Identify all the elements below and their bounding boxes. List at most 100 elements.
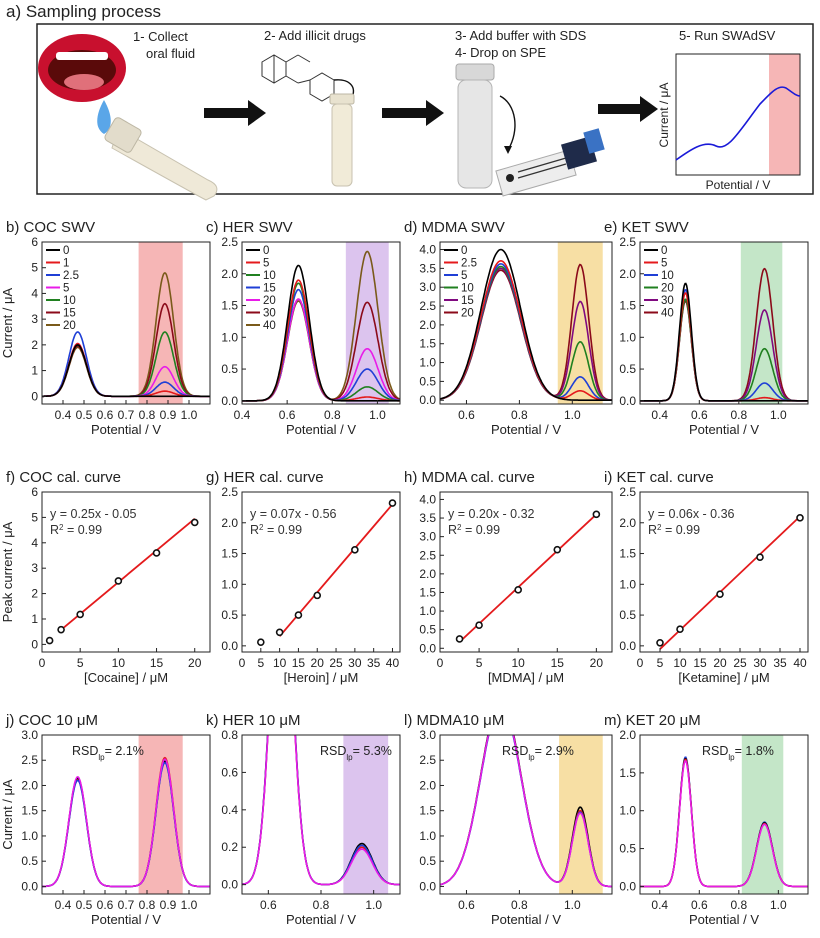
- x-tick-label: 0.8: [511, 408, 528, 422]
- r-squared-part: 2: [457, 523, 462, 532]
- sampling-frame: [36, 23, 814, 195]
- plot-area: [656, 514, 804, 650]
- r-squared-part: 2: [657, 523, 662, 532]
- y-tick-label: 2.0: [221, 267, 238, 281]
- x-tick-label: 0: [239, 656, 246, 670]
- y-axis-label: Peak current / μA: [0, 521, 15, 622]
- x-tick-label: 0.6: [458, 898, 475, 912]
- x-tick-label: 0.4: [234, 408, 251, 422]
- y-tick-label: 4.0: [419, 243, 436, 257]
- data-point: [676, 625, 684, 634]
- inset-axes: [675, 53, 801, 176]
- y-tick-label: 0.8: [221, 728, 238, 742]
- chart-title: d) MDMA SWV: [404, 219, 505, 236]
- inset-xlabel: Potential / V: [706, 178, 771, 192]
- chart-title: j) COC 10 μM: [5, 712, 98, 729]
- y-tick-label: 1: [31, 364, 38, 378]
- chart-k: k) HER 10 μM0.6 0.8 1.00.00.20.40.60.8Pote…: [206, 712, 401, 927]
- r-squared-part: R: [50, 523, 59, 537]
- chart-title: l) MDMA10 μM: [404, 712, 504, 729]
- x-tick-label: 15: [551, 656, 565, 670]
- x-tick-label: 20: [590, 656, 604, 670]
- highlight-band: [343, 735, 389, 894]
- x-tick-label: 0.9: [160, 898, 177, 912]
- y-tick-label: 3.0: [419, 530, 436, 544]
- y-tick-label: 2.5: [619, 235, 636, 249]
- fit-equation: y = 0.07x - 0.56: [250, 507, 337, 521]
- rsd-part: = 5.3%: [353, 744, 392, 758]
- replicate-line-1: [42, 756, 210, 888]
- swadsv-inset-plot: Current / μA Potential / V: [657, 53, 801, 192]
- data-point: [656, 638, 664, 647]
- fit-equation: y = 0.06x - 0.36: [648, 507, 735, 521]
- collection-tube: [104, 117, 218, 201]
- series-line-0: [242, 264, 400, 402]
- x-tick-label: 30: [348, 656, 362, 670]
- legend-label-2.5: 2.5: [461, 258, 477, 270]
- y-tick-label: 2.0: [619, 728, 636, 742]
- sampling-title: a) Sampling process: [6, 2, 161, 21]
- x-tick-label: 10: [512, 656, 526, 670]
- y-tick-label: 2.0: [21, 778, 38, 792]
- y-tick-label: 0.0: [21, 879, 38, 893]
- data-point: [716, 590, 724, 598]
- y-tick-label: 0.0: [419, 879, 436, 893]
- y-tick-label: 1.5: [221, 299, 238, 313]
- y-tick-label: 2: [31, 587, 38, 601]
- y-tick-label: 0.0: [221, 639, 238, 653]
- plot-area: [242, 250, 400, 402]
- fit-line: [458, 513, 597, 643]
- y-tick-label: 1.5: [619, 547, 636, 561]
- legend-label-15: 15: [263, 283, 276, 295]
- highlight-band: [138, 735, 183, 894]
- x-tick-label: 40: [793, 656, 807, 670]
- x-tick-label: 0: [637, 656, 644, 670]
- legend-label-30: 30: [263, 308, 276, 320]
- x-tick-label: 0: [437, 656, 444, 670]
- x-axis-label: [Heroin] / μM: [284, 670, 359, 685]
- inset-band: [769, 54, 800, 175]
- data-point: [553, 545, 562, 554]
- series-line-2.5: [440, 259, 612, 401]
- data-point: [57, 625, 65, 634]
- data-point: [514, 586, 522, 594]
- data-point: [756, 553, 764, 562]
- y-tick-label: 0.5: [619, 608, 636, 622]
- inset-ylabel: Current / μA: [657, 83, 671, 148]
- x-tick-label: 0.6: [97, 408, 114, 422]
- y-tick-label: 4: [31, 536, 38, 550]
- legend-label-20: 20: [63, 320, 76, 332]
- r-squared-part: R: [648, 523, 657, 537]
- data-point: [455, 635, 464, 643]
- y-tick-label: 1.0: [419, 829, 436, 843]
- x-tick-label: 0.4: [55, 408, 72, 422]
- legend-label-20: 20: [461, 308, 474, 320]
- x-tick-label: 1.0: [564, 898, 581, 912]
- data-point: [190, 518, 199, 527]
- screen-printed-electrode: [495, 128, 605, 197]
- y-tick-label: 0.5: [419, 623, 436, 637]
- y-tick-label: 3.0: [21, 728, 38, 742]
- axes-frame: [439, 734, 613, 895]
- y-tick-label: 0.5: [419, 374, 436, 388]
- r-squared: R2 = 0.99: [250, 523, 302, 538]
- x-tick-label: 0.4: [651, 898, 668, 912]
- y-tick-label: 1.5: [419, 337, 436, 351]
- chart-title: k) HER 10 μM: [206, 712, 301, 729]
- x-axis-label: Potential / V: [91, 912, 161, 927]
- y-tick-label: 2.0: [619, 516, 636, 530]
- x-axis-label: [Cocaine] / μM: [84, 670, 168, 685]
- y-tick-label: 0: [31, 637, 38, 651]
- data-point: [76, 610, 84, 619]
- chart-i: i) KET cal. curve 0 5 10 15 20 25 30 35 40 0.0 0.5 1…: [604, 469, 809, 685]
- x-tick-label: 0.8: [730, 408, 747, 422]
- y-tick-label: 0.0: [419, 641, 436, 655]
- series-line-0: [440, 248, 612, 401]
- legend-label-10: 10: [461, 283, 474, 295]
- x-tick-label: 15: [693, 656, 707, 670]
- legend-label-1: 1: [63, 258, 69, 270]
- y-tick-label: 1.5: [221, 547, 238, 561]
- sampling-process-panel: a) Sampling process 1- Collect oral flui…: [6, 2, 814, 201]
- rsd-annotation: RSDlp= 1.8%: [702, 744, 774, 762]
- data-point: [257, 638, 265, 646]
